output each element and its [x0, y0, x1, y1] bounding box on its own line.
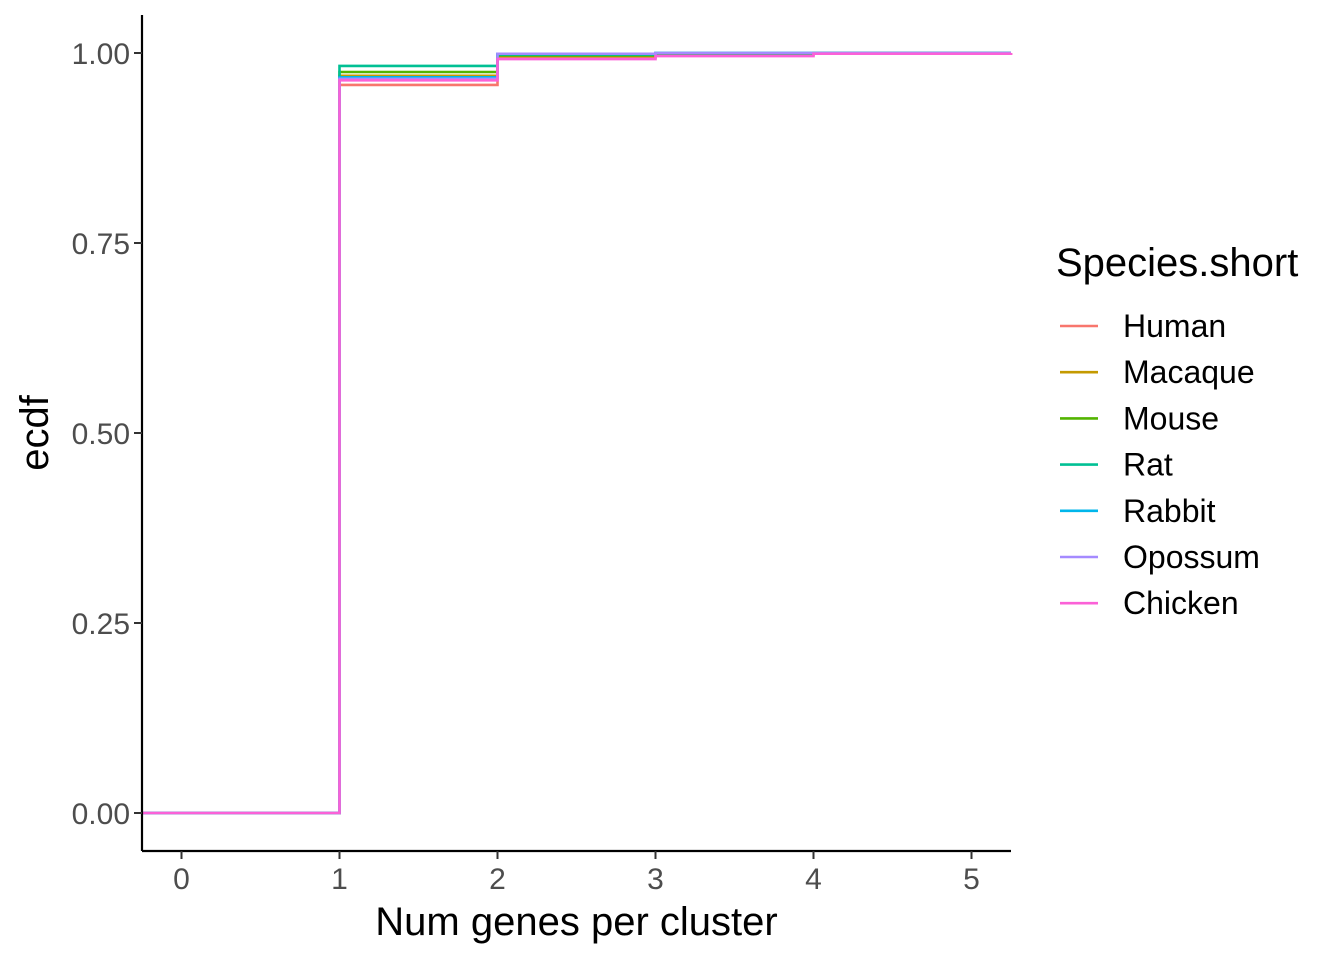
legend-label-chicken: Chicken	[1123, 585, 1239, 621]
series-line-human	[142, 52, 1013, 815]
series-line-rat	[142, 51, 1011, 815]
series-line-chicken	[142, 52, 1013, 815]
y-tick-label: 1.00	[72, 38, 130, 71]
legend-title: Species.short	[1056, 241, 1298, 285]
x-tick-label: 3	[647, 863, 664, 896]
x-tick-label: 4	[805, 863, 822, 896]
legend-label-rabbit: Rabbit	[1123, 493, 1216, 529]
series-line-macaque	[142, 51, 1011, 815]
ticks-layer: 0 1 2 3 4 5 0.00 0.25 0.50 0.75 1.00	[72, 38, 980, 896]
series-layer	[142, 51, 1013, 815]
series-line-opossum	[142, 51, 1011, 815]
y-axis-title: ecdf	[13, 394, 57, 470]
legend-label-mouse: Mouse	[1123, 400, 1219, 436]
axes-layer	[140, 15, 1011, 853]
x-tick-label: 5	[963, 863, 980, 896]
x-tick-label: 0	[173, 863, 190, 896]
y-tick-label: 0.00	[72, 798, 130, 831]
legend-items: Human Macaque Mouse Rat Rabbit Opossum Chicken	[1060, 308, 1260, 621]
legend-label-macaque: Macaque	[1123, 354, 1255, 390]
legend-label-rat: Rat	[1123, 447, 1173, 483]
legend: Species.short Human Macaque Mouse Rat Rabbit…	[1056, 241, 1298, 621]
legend-label-opossum: Opossum	[1123, 539, 1260, 575]
y-tick-label: 0.75	[72, 228, 130, 261]
x-axis-title: Num genes per cluster	[375, 900, 777, 944]
x-tick-label: 2	[489, 863, 506, 896]
x-tick-label: 1	[331, 863, 348, 896]
series-line-rabbit	[142, 51, 1011, 815]
series-line-mouse	[142, 51, 1011, 815]
y-tick-label: 0.25	[72, 608, 130, 641]
y-tick-label: 0.50	[72, 418, 130, 451]
legend-label-human: Human	[1123, 308, 1226, 344]
